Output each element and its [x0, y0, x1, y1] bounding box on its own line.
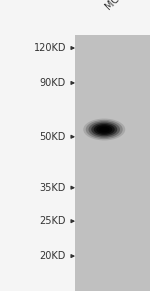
Ellipse shape — [86, 120, 123, 139]
Ellipse shape — [91, 123, 117, 136]
Bar — [75, 35, 150, 291]
Ellipse shape — [96, 125, 112, 134]
Ellipse shape — [88, 121, 120, 138]
Ellipse shape — [94, 124, 115, 135]
Ellipse shape — [99, 127, 110, 132]
Ellipse shape — [83, 119, 125, 140]
Text: 90KD: 90KD — [40, 78, 66, 88]
Ellipse shape — [101, 128, 107, 131]
Text: 20KD: 20KD — [40, 251, 66, 261]
Text: MCF-7: MCF-7 — [103, 0, 132, 12]
Text: 120KD: 120KD — [33, 43, 66, 53]
Text: 25KD: 25KD — [39, 216, 66, 226]
Text: 35KD: 35KD — [40, 183, 66, 193]
Text: 50KD: 50KD — [40, 132, 66, 142]
